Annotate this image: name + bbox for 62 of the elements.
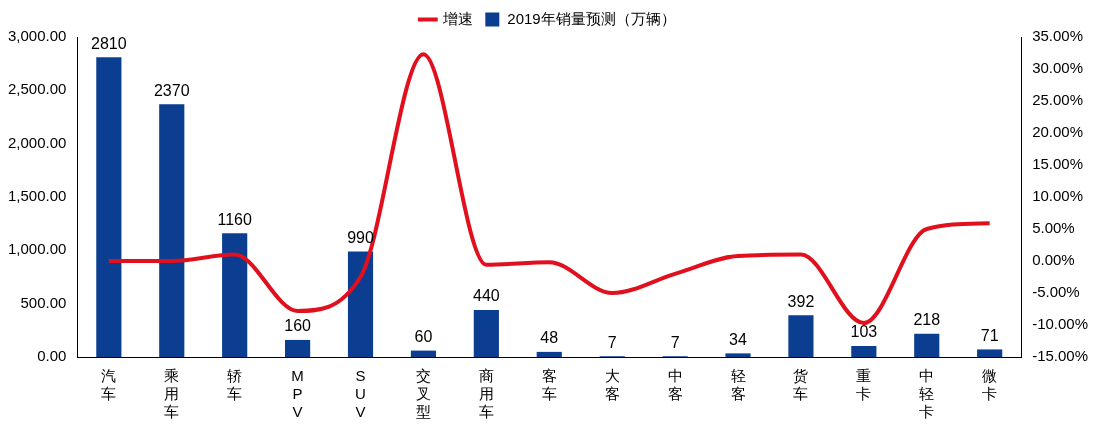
data-label: 440: [472, 287, 500, 305]
x-tick-label: SUV: [355, 367, 366, 421]
data-label: 48: [540, 329, 559, 347]
bar: [536, 351, 562, 357]
y2-tick-label: 0.00%: [1032, 251, 1075, 269]
x-tick-label: MPV: [291, 367, 304, 421]
legend-label: 2019年销量预测（万辆）: [507, 9, 676, 27]
x-tick-label: 重卡: [856, 367, 872, 403]
bar: [347, 251, 374, 357]
data-label: 7: [607, 333, 617, 351]
y2-tick-label: -15.00%: [1032, 347, 1089, 365]
y2-tick-label: 25.00%: [1032, 91, 1084, 109]
y-tick-label: 1,500.00: [8, 187, 67, 205]
y2-tick-label: -5.00%: [1032, 283, 1080, 301]
y-tick-label: 500.00: [20, 293, 67, 311]
y2-tick-label: 15.00%: [1032, 155, 1084, 173]
bar: [159, 104, 185, 357]
data-label: 2370: [153, 81, 190, 99]
data-label: 392: [787, 292, 815, 310]
x-tick-label: 汽车: [101, 367, 117, 403]
bar: [725, 353, 751, 357]
x-tick-label: 货车: [793, 367, 809, 403]
y2-tick-label: 5.00%: [1032, 219, 1075, 237]
y2-tick-label: 35.00%: [1032, 27, 1084, 45]
data-label: 103: [850, 323, 878, 341]
bar: [914, 333, 940, 357]
bar: [977, 349, 1003, 357]
y2-tick-label: 10.00%: [1032, 187, 1084, 205]
bar: [96, 57, 122, 357]
y-tick-label: 3,000.00: [8, 27, 67, 45]
data-label: 1160: [217, 210, 252, 228]
bar: [410, 350, 437, 357]
y2-tick-label: 30.00%: [1032, 59, 1084, 77]
x-tick-label: 大客: [604, 367, 620, 403]
x-tick-label: 商用车: [478, 367, 494, 421]
y-tick-label: 1,000.00: [8, 240, 67, 258]
bar: [788, 315, 814, 357]
data-label: 34: [729, 330, 748, 348]
x-tick-label: 中客: [667, 367, 683, 403]
bar: [285, 339, 311, 357]
data-label: 2810: [91, 34, 127, 52]
bar: [851, 346, 877, 357]
x-tick-label: 客车: [541, 367, 557, 403]
y2-tick-label: 20.00%: [1032, 123, 1084, 141]
x-tick-label: 微卡: [982, 367, 998, 403]
x-tick-label: 轻客: [730, 367, 746, 403]
bar: [222, 233, 248, 357]
y-tick-label: 0.00: [37, 347, 67, 365]
x-tick-label: 轿车: [227, 367, 243, 403]
y-tick-label: 2,000.00: [8, 133, 67, 151]
y2-tick-label: -10.00%: [1032, 315, 1089, 333]
data-label: 60: [414, 328, 433, 346]
bar: [473, 310, 499, 357]
x-tick-label: 交叉型: [415, 367, 431, 421]
x-tick-label: 中轻卡: [919, 367, 935, 421]
data-label: 7: [670, 333, 680, 351]
x-tick-label: 乘用车: [164, 367, 180, 421]
y-tick-label: 2,500.00: [8, 80, 67, 98]
data-label: 71: [980, 326, 999, 344]
legend-label: 增速: [441, 9, 473, 27]
data-label: 218: [913, 311, 941, 329]
data-label: 160: [284, 317, 312, 335]
